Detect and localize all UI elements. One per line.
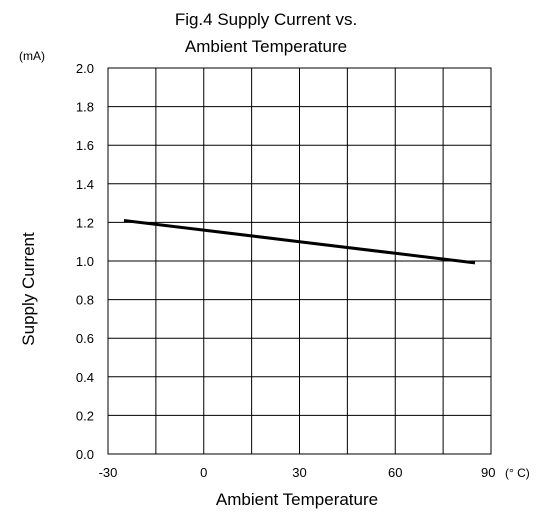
y-tick-label: 0.0 — [76, 447, 94, 462]
series-line — [123, 219, 476, 265]
x-tick-label: 60 — [388, 465, 402, 480]
y-tick-label: 1.4 — [76, 177, 94, 192]
x-tick-label: 90 — [481, 465, 495, 480]
y-tick-label: 0.2 — [76, 408, 94, 423]
y-tick-label: 0.8 — [76, 293, 94, 308]
y-tick-label: 0.4 — [76, 370, 94, 385]
series-group — [123, 219, 476, 265]
x-tick-label: 0 — [200, 465, 207, 480]
y-tick-labels: 0.0 0.2 0.4 0.6 0.8 1.0 1.2 1.4 1.6 1.8 2.0 — [76, 61, 94, 462]
y-tick-label: 1.2 — [76, 215, 94, 230]
x-unit-label: (° C) — [505, 466, 530, 480]
y-tick-label: 2.0 — [76, 61, 94, 76]
x-tick-label: 30 — [292, 465, 306, 480]
y-unit-label: (mA) — [19, 49, 45, 63]
y-tick-label: 0.6 — [76, 331, 94, 346]
y-tick-label: 1.6 — [76, 138, 94, 153]
chart-title-line-2: Ambient Temperature — [185, 37, 347, 56]
y-tick-label: 1.0 — [76, 254, 94, 269]
x-axis-title: Ambient Temperature — [216, 490, 378, 509]
y-axis-title: Supply Current — [19, 232, 38, 346]
x-tick-labels: -30 0 30 60 90 — [99, 465, 496, 480]
plot-frame — [107, 67, 492, 455]
y-tick-label: 1.8 — [76, 100, 94, 115]
grid — [107, 67, 492, 455]
x-tick-label: -30 — [99, 465, 118, 480]
chart-title-line-1: Fig.4 Supply Current vs. — [175, 10, 357, 29]
